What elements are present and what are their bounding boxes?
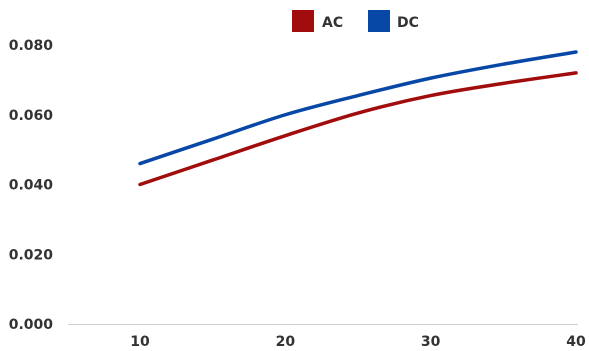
y-axis: 0.000 0.020 0.040 0.060 0.080 (9, 38, 54, 333)
legend: AC DC (292, 10, 419, 32)
y-tick-label: 0.040 (9, 178, 54, 194)
y-tick-label: 0.080 (9, 38, 54, 54)
legend-swatch-dc (368, 10, 390, 32)
series-line-ac (138, 71, 578, 187)
legend-swatch-ac (292, 10, 314, 32)
x-tick-label: 10 (130, 334, 150, 350)
y-tick-label: 0.000 (9, 317, 54, 333)
legend-label-dc: DC (397, 15, 419, 31)
x-axis: 10 20 30 40 (68, 324, 586, 350)
y-tick-label: 0.020 (9, 247, 54, 263)
legend-label-ac: AC (322, 15, 343, 31)
x-tick-label: 40 (566, 334, 586, 350)
series-group (138, 50, 578, 187)
x-tick-label: 20 (276, 334, 296, 350)
y-tick-label: 0.060 (9, 108, 54, 124)
x-tick-label: 30 (421, 334, 441, 350)
series-line-dc (138, 50, 578, 166)
